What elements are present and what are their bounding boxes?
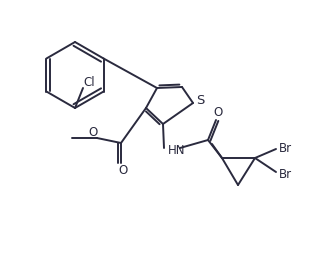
Text: Cl: Cl xyxy=(83,77,95,89)
Text: S: S xyxy=(196,95,204,107)
Text: O: O xyxy=(88,126,98,140)
Text: O: O xyxy=(214,106,223,118)
Text: Br: Br xyxy=(279,142,292,154)
Text: Br: Br xyxy=(279,169,292,181)
Text: HN: HN xyxy=(168,144,186,158)
Text: O: O xyxy=(118,164,127,178)
